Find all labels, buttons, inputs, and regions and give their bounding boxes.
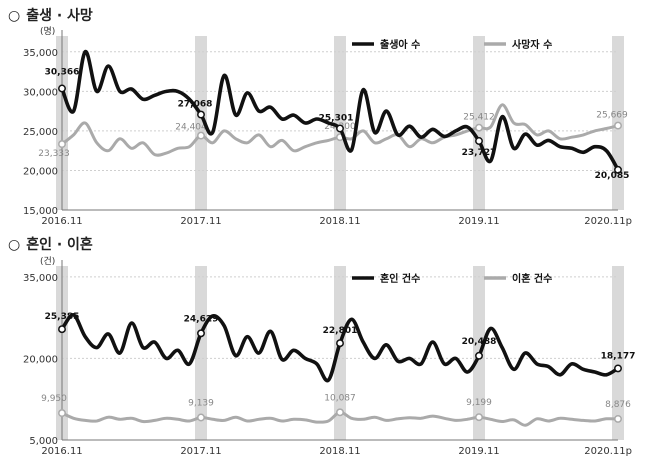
y-axis-unit: (명) xyxy=(40,26,55,37)
data-point-marker xyxy=(197,131,205,140)
data-point-marker xyxy=(197,110,205,119)
section-title-births-deaths: ○ 출생 · 사망 xyxy=(8,5,93,25)
births-deaths-chart: (명) 15,000 20,000 25,000 30,000 35,000 2016.11… xyxy=(23,26,632,227)
data-label: 9,199 xyxy=(466,398,492,408)
y-tick-label: 20,000 xyxy=(23,354,58,365)
data-point-marker xyxy=(197,413,205,422)
x-tick-label: 2019.11 xyxy=(458,216,499,227)
data-label: 20,488 xyxy=(462,337,497,347)
data-point-marker xyxy=(614,414,622,423)
data-point-marker xyxy=(614,364,622,373)
data-point-marker xyxy=(336,408,344,417)
y-tick-label: 15,000 xyxy=(23,206,58,217)
x-tick-label: 2019.11 xyxy=(458,446,499,457)
data-label: 23,333 xyxy=(38,149,70,159)
x-tick-label: 2017.11 xyxy=(180,216,221,227)
x-tick-label: 2016.11 xyxy=(41,446,82,457)
data-label: 10,087 xyxy=(324,393,356,403)
data-point-marker xyxy=(58,84,66,93)
highlight-band xyxy=(612,266,624,440)
x-tick-label: 2017.11 xyxy=(180,446,221,457)
data-point-marker xyxy=(475,137,483,145)
data-label: 25,669 xyxy=(596,111,628,121)
data-label: 22,801 xyxy=(323,326,358,336)
x-tick-label: 2016.11 xyxy=(41,216,82,227)
y-tick-label: 35,000 xyxy=(23,273,58,284)
highlight-band xyxy=(334,36,346,210)
section-bullet: ○ xyxy=(8,8,21,24)
data-point-marker xyxy=(336,339,344,348)
data-point-marker xyxy=(336,124,344,133)
data-point-marker xyxy=(58,325,66,334)
x-tick-label: 2020.11p xyxy=(584,216,632,227)
y-axis-unit: (건) xyxy=(40,256,55,267)
highlight-band xyxy=(195,266,207,440)
legend-label: 혼인 건수 xyxy=(380,272,420,285)
section-bullet: ○ xyxy=(8,237,21,253)
x-tick-label: 2018.11 xyxy=(319,216,360,227)
data-label: 25,385 xyxy=(45,312,80,322)
data-label: 24,404 xyxy=(175,123,207,133)
data-label: 18,177 xyxy=(601,351,636,361)
data-label: 25,301 xyxy=(319,114,354,124)
data-label: 25,412 xyxy=(463,113,495,123)
data-point-marker xyxy=(197,329,205,338)
data-label: 24,629 xyxy=(184,314,219,324)
data-point-marker xyxy=(475,351,483,360)
data-label: 20,085 xyxy=(595,171,630,181)
highlight-band xyxy=(473,36,485,210)
section-title-text: 출생 · 사망 xyxy=(26,8,93,24)
data-label: 23,727 xyxy=(462,148,497,158)
highlight-band xyxy=(334,266,346,440)
legend-label: 출생아 수 xyxy=(380,38,420,51)
y-tick-label: 20,000 xyxy=(23,167,58,178)
data-label: 9,950 xyxy=(41,394,67,404)
y-tick-label: 25,000 xyxy=(23,127,58,138)
marriages-divorces-chart: (건) 5,000 20,000 35,000 2016.11 2017.11 2018.1… xyxy=(23,256,636,457)
x-tick-label: 2018.11 xyxy=(319,446,360,457)
data-label: 30,366 xyxy=(45,68,80,78)
y-tick-label: 30,000 xyxy=(23,87,58,98)
data-point-marker xyxy=(475,413,483,422)
section-title-text: 혼인 · 이혼 xyxy=(26,237,93,253)
data-point-marker xyxy=(614,165,622,174)
data-label: 27,068 xyxy=(178,100,213,110)
data-point-marker xyxy=(58,140,66,149)
data-point-marker xyxy=(475,123,483,132)
section-title-marriages-divorces: ○ 혼인 · 이혼 xyxy=(8,234,93,254)
highlight-band xyxy=(195,36,207,210)
legend-label: 이혼 건수 xyxy=(512,272,552,285)
y-tick-label: 35,000 xyxy=(23,48,58,59)
data-label: 8,876 xyxy=(605,400,631,410)
data-label: 9,139 xyxy=(188,399,214,409)
data-point-marker xyxy=(58,409,66,418)
y-tick-label: 5,000 xyxy=(29,436,58,447)
x-tick-label: 2020.11p xyxy=(584,446,632,457)
data-point-marker xyxy=(614,121,622,130)
legend-label: 사망자 수 xyxy=(512,38,552,51)
